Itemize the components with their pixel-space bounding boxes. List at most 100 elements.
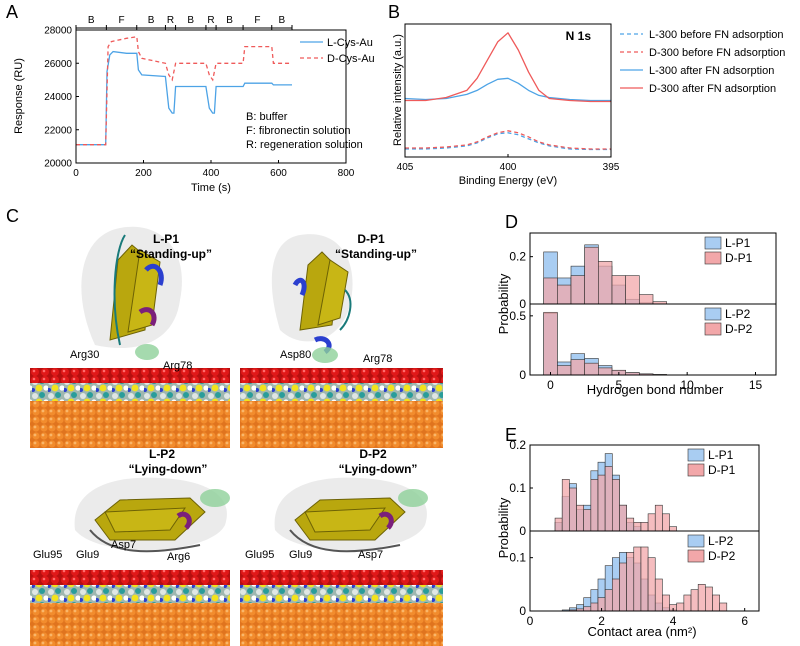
e-bar-d-p1 bbox=[611, 479, 620, 532]
d-bar-d-p1 bbox=[584, 246, 599, 305]
e-bar-d-p2 bbox=[662, 594, 670, 612]
xtick-label: 5 bbox=[615, 378, 622, 392]
chart-a-ytick-label: 22000 bbox=[44, 125, 72, 136]
xtick-label: 0 bbox=[527, 614, 534, 628]
structure-3-residue-2: Glu9 bbox=[76, 549, 99, 561]
e-bar-d-p1 bbox=[590, 479, 599, 532]
ytick-label: 0.1 bbox=[509, 551, 526, 565]
chart-a-ylabel: Response (RU) bbox=[13, 58, 25, 134]
chart-a-legend-label: D-Cys-Au bbox=[327, 53, 375, 65]
d-bar-d-p1 bbox=[543, 277, 558, 305]
legend-swatch bbox=[704, 236, 722, 250]
structure-4-residue-1: Glu95 bbox=[245, 549, 274, 561]
e-bar-d-p1 bbox=[633, 522, 642, 532]
e-bar-d-p1 bbox=[569, 487, 577, 532]
structure-2-subtitle: “Standing-up” bbox=[335, 247, 417, 261]
e-bar-d-p2 bbox=[640, 546, 649, 612]
legend-label: D-P2 bbox=[708, 549, 736, 563]
chart-a-ytick-label: 24000 bbox=[44, 92, 72, 103]
d-bar-d-p2 bbox=[570, 359, 585, 376]
chart-a-ytick-label: 28000 bbox=[44, 26, 72, 37]
chart-a-xtick-label: 400 bbox=[203, 168, 220, 179]
chart-b-xtick-label: 405 bbox=[397, 162, 414, 173]
panel-label-d: D bbox=[505, 212, 518, 232]
chart-a-xtick-label: 600 bbox=[270, 168, 287, 179]
structure-3-title: L-P2 bbox=[149, 447, 175, 461]
e-bar-d-p2 bbox=[590, 602, 599, 612]
structure-1-residue-1: Arg30 bbox=[70, 349, 99, 361]
e-bar-d-p2 bbox=[690, 589, 699, 612]
chart-a-ytick-label: 26000 bbox=[44, 59, 72, 70]
chart-a-xtick-label: 0 bbox=[73, 168, 79, 179]
chart-b-legend-label: D-300 after FN adsorption bbox=[649, 83, 776, 95]
chart-a-series-1 bbox=[76, 35, 292, 146]
legend-swatch bbox=[704, 251, 722, 265]
e-bar-d-p2 bbox=[705, 586, 713, 612]
legend-swatch bbox=[687, 534, 705, 548]
xtick-label: 4 bbox=[670, 614, 677, 628]
chart-a-phase-label: B bbox=[279, 15, 286, 26]
e-bar-d-p1 bbox=[640, 522, 649, 532]
structure-4-residue-3: Asp7 bbox=[358, 549, 383, 561]
e-bar-d-p1 bbox=[669, 526, 678, 532]
structure-3-subtitle: “Lying-down” bbox=[129, 462, 208, 476]
ytick-label: 0 bbox=[519, 524, 526, 538]
legend-label: L-P1 bbox=[708, 448, 734, 462]
chart-b-series-0 bbox=[405, 132, 611, 151]
d-bar-d-p2 bbox=[584, 362, 599, 376]
d-bar-d-p2 bbox=[557, 365, 572, 376]
chart-b-xtick-label: 400 bbox=[500, 162, 517, 173]
chart-b-legend-label: L-300 after FN adsorption bbox=[649, 65, 774, 77]
chart-b-title: N 1s bbox=[566, 29, 592, 43]
xtick-label: 0 bbox=[547, 378, 554, 392]
ytick-label: 0.2 bbox=[509, 250, 526, 264]
legend-swatch bbox=[687, 448, 705, 462]
structure-panel-c: L-P1 “Standing-up” Arg30 Arg78 D-P1 “Sta… bbox=[30, 226, 443, 646]
chart-a-note: F: fibronectin solution bbox=[246, 125, 351, 137]
xtick-label: 2 bbox=[598, 614, 605, 628]
structure-2-title: D-P1 bbox=[357, 232, 385, 246]
structure-l-p2 bbox=[30, 477, 230, 646]
chart-a-ytick-label: 20000 bbox=[44, 159, 72, 170]
chart-d-xlabel: Hydrogen bond number bbox=[587, 382, 724, 397]
structure-3-residue-4: Arg6 bbox=[167, 551, 190, 563]
structure-4-residue-2: Glu9 bbox=[289, 549, 312, 561]
chart-d-hbond: 00.200.50 5 10 15 Hydrogen bond number Prob… bbox=[496, 232, 777, 397]
chart-a-xtick-label: 800 bbox=[338, 168, 355, 179]
structure-2-residue-1: Asp80 bbox=[280, 349, 311, 361]
xtick-label: 6 bbox=[741, 614, 748, 628]
ytick-label: 0.2 bbox=[509, 438, 526, 452]
ytick-label: 0 bbox=[519, 368, 526, 382]
chart-a-note: R: regeneration solution bbox=[246, 139, 363, 151]
e-bar-d-p1 bbox=[619, 504, 627, 532]
structure-l-p1 bbox=[30, 226, 230, 448]
e-bar-d-p1 bbox=[561, 479, 570, 532]
e-bar-d-p1 bbox=[626, 517, 635, 532]
legend-swatch bbox=[687, 463, 705, 477]
chart-a-phase-label: B bbox=[187, 15, 194, 26]
structure-3-residue-3: Asp7 bbox=[111, 539, 136, 551]
chart-a-note: B: buffer bbox=[246, 111, 288, 123]
legend-swatch bbox=[704, 307, 722, 321]
e-bar-d-p1 bbox=[554, 517, 563, 532]
e-bar-d-p2 bbox=[583, 606, 592, 612]
chart-e-ylabel: Probability bbox=[496, 497, 511, 558]
d-bar-d-p2 bbox=[543, 311, 558, 376]
d-bar-d-p1 bbox=[625, 275, 640, 305]
chart-a-xtick-label: 200 bbox=[135, 168, 152, 179]
e-bar-d-p2 bbox=[611, 578, 620, 612]
chart-a-legend-label: L-Cys-Au bbox=[327, 37, 373, 49]
legend-label: D-P1 bbox=[708, 463, 736, 477]
structure-1-title: L-P1 bbox=[153, 232, 179, 246]
ytick-label: 0.1 bbox=[509, 481, 526, 495]
e-bar-d-p1 bbox=[647, 513, 656, 532]
chart-a-phase-label: B bbox=[148, 15, 155, 26]
e-bar-d-p2 bbox=[619, 562, 627, 612]
legend-swatch bbox=[687, 549, 705, 563]
chart-e-contact: 0 0.1 0.2 0 0.1 0 2 4 6 Contact area (nm²) Proba… bbox=[496, 438, 760, 639]
e-bar-d-p2 bbox=[647, 557, 656, 612]
panel-label-b: B bbox=[388, 2, 400, 22]
panel-label-c: C bbox=[6, 206, 19, 226]
e-bar-d-p1 bbox=[576, 504, 584, 532]
